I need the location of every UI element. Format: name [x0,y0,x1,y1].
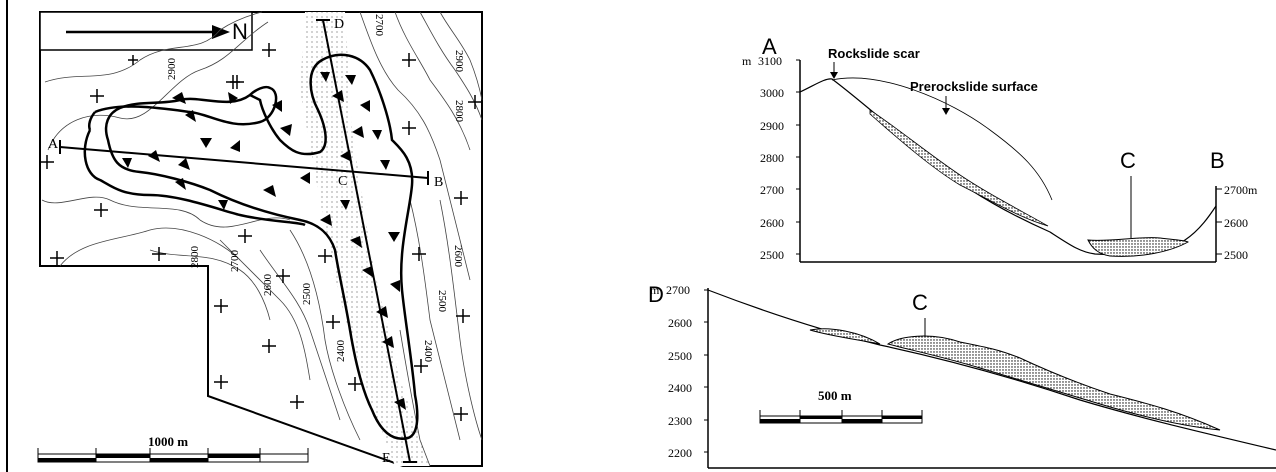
svg-text:2500: 2500 [668,349,692,363]
svg-text:2600: 2600 [452,245,464,268]
svg-text:2500: 2500 [1224,248,1248,262]
svg-text:2200: 2200 [668,446,692,460]
profile-de-panel: D C m 2700 2600 2500 2400 2300 2200 [648,282,1276,469]
svg-text:2500: 2500 [760,248,784,262]
profile-ab-slope-deposit [869,109,1049,227]
north-label: N [232,19,248,44]
svg-text:2900: 2900 [453,50,465,73]
map-panel: N 2900 2900 2800 2800 2700 [37,11,483,467]
section-line-de [322,19,411,463]
scar-outline-bottom [83,129,306,227]
north-arrow-head [212,25,230,39]
section-line-ab [59,146,429,179]
profile-de-deposit-2 [886,335,1221,431]
profile-de-left-ticks: m 2700 2600 2500 2400 2300 2200 [650,283,708,460]
contour-lines [41,11,483,467]
profile-de-label-c: C [912,290,928,315]
map-label-c: C [338,174,347,189]
profile-ab-label-c: C [1120,148,1136,173]
profile-ab-panel: A B C m 3100 3000 2900 2800 2700 2600 25… [742,34,1258,263]
svg-text:3000: 3000 [760,86,784,100]
svg-text:2900: 2900 [760,119,784,133]
svg-text:3100: 3100 [758,54,782,68]
svg-text:2300: 2300 [668,414,692,428]
svg-text:2500: 2500 [436,290,448,313]
svg-text:2700: 2700 [373,14,385,37]
map-scale-label: 1000 m [148,434,188,449]
profile-ab-valley-deposit [1087,237,1189,257]
bedrock-crosses [40,43,482,421]
profile-de-line [707,289,1276,451]
svg-text:2900: 2900 [166,58,178,81]
deposit-outline [104,53,419,441]
profile-ab-label-b: B [1210,148,1225,173]
svg-text:2600: 2600 [760,216,784,230]
profile-de-deposit-1 [809,328,881,345]
profile-ab-left-ticks: m 3100 3000 2900 2800 2700 2600 2500 [742,54,800,262]
current-profile-line [799,78,1217,256]
svg-text:2400: 2400 [335,340,347,363]
svg-text:2500: 2500 [301,283,313,306]
svg-text:2600: 2600 [1224,216,1248,230]
svg-text:2400: 2400 [668,381,692,395]
map-label-a: A [48,137,59,152]
map-label-d: D [334,17,344,32]
profile-ab-unit: m [742,54,752,68]
svg-text:2800: 2800 [189,246,201,269]
svg-text:2700: 2700 [229,250,241,273]
svg-text:2700m: 2700m [1224,183,1258,197]
scar-outline-top [94,85,278,126]
profile-de-scale-label: 500 m [818,388,852,403]
deposit-symbols [122,72,406,410]
map-scale-bar: 1000 m [37,434,309,463]
profile-ab-label-a: A [762,34,777,59]
svg-text:2400: 2400 [422,340,434,363]
svg-text:2600: 2600 [668,316,692,330]
svg-text:2800: 2800 [760,151,784,165]
annotation-prerockslide-surface: Prerockslide surface [910,79,1038,94]
valley-dotted-area [300,12,430,466]
svg-text:2800: 2800 [453,100,465,123]
map-label-e: E [382,451,391,466]
profile-ab-right-ticks: 2700m 2600 2500 [1216,183,1258,262]
prerockslide-surface-line [831,77,1053,201]
svg-text:2600: 2600 [262,274,274,297]
profile-de-scale-bar: 500 m [759,388,923,424]
profile-de-unit: m [650,283,660,297]
annotation-rockslide-scar: Rockslide scar [828,46,920,61]
svg-text:2700: 2700 [666,283,690,297]
svg-text:2700: 2700 [760,183,784,197]
map-frame [39,11,483,467]
profile-de-label-d: D [648,282,664,307]
contour-labels: 2900 2900 2800 2800 2700 2700 2600 2600 … [166,14,465,363]
map-label-b: B [434,175,443,190]
